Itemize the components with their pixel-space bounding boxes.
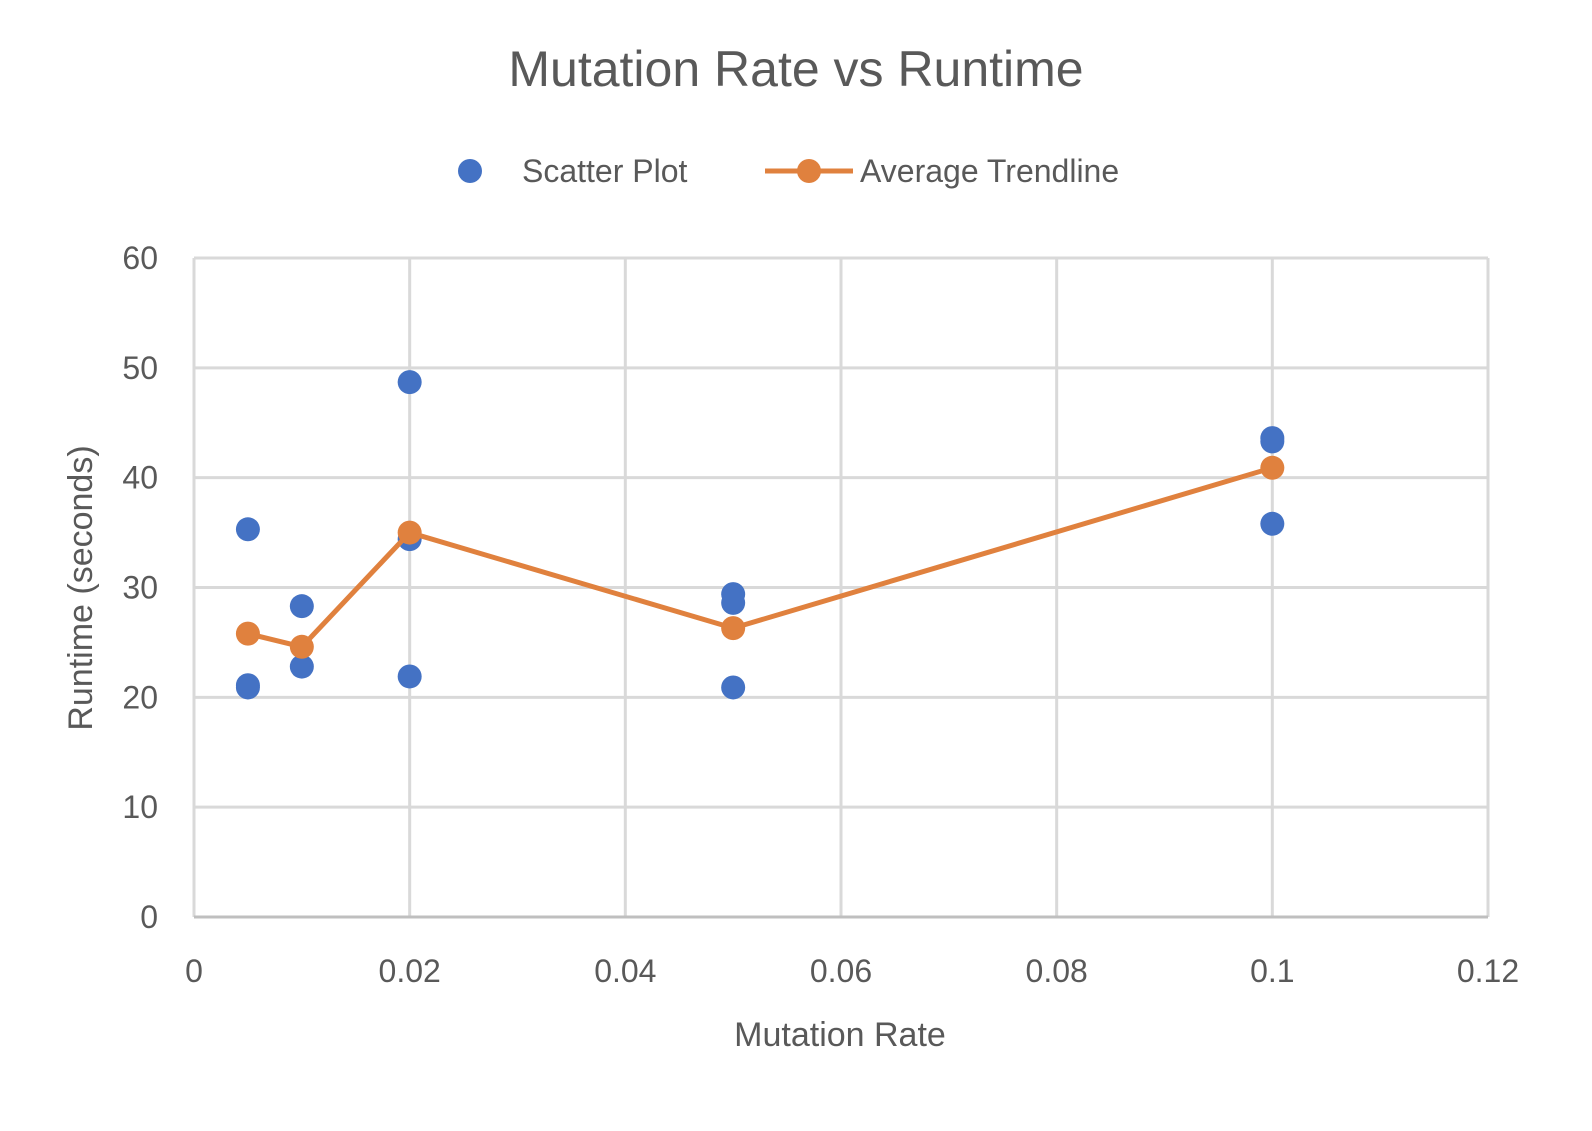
scatter-point [721, 675, 746, 700]
x-axis-label: Mutation Rate [734, 1016, 946, 1054]
scatter-point [235, 517, 260, 542]
y-tick-label: 10 [122, 789, 158, 825]
x-tick-label: 0.02 [379, 953, 441, 989]
scatter-point [397, 370, 422, 395]
scatter-point [235, 675, 260, 700]
trendline-point [397, 520, 422, 545]
trendline-point [721, 616, 746, 641]
axes: 0 0.02 0.04 0.06 0.08 0.1 0.12 0 10 20 30 40 50 60 [122, 240, 1519, 989]
scatter-point [721, 590, 746, 615]
y-tick-label: 20 [122, 679, 158, 715]
x-tick-label: 0.04 [594, 953, 656, 989]
scatter-point [289, 654, 314, 679]
y-tick-label: 0 [140, 899, 158, 935]
scatter-point [1260, 511, 1285, 536]
x-tick-label: 0.08 [1026, 953, 1088, 989]
trendline-point [235, 621, 260, 646]
x-tick-label: 0 [185, 953, 203, 989]
legend-scatter-label: Scatter Plot [522, 153, 688, 189]
trendline-path [247, 465, 1274, 650]
scatter-point [397, 664, 422, 689]
legend: Scatter Plot Average Trendline [458, 153, 1119, 189]
x-tick-label: 0.06 [810, 953, 872, 989]
y-tick-label: 50 [122, 350, 158, 386]
trendline-point [1260, 455, 1285, 480]
x-tick-label: 0.12 [1457, 953, 1519, 989]
scatter-point [1260, 429, 1285, 454]
chart-title: Mutation Rate vs Runtime [508, 41, 1083, 97]
y-tick-label: 40 [122, 460, 158, 496]
plot-area [235, 370, 1285, 700]
grid [192, 256, 1490, 919]
y-tick-label: 30 [122, 570, 158, 606]
legend-scatter-marker [458, 159, 482, 183]
trendline-point [289, 634, 314, 659]
legend-trendline-label: Average Trendline [860, 153, 1119, 189]
scatter-point [289, 594, 314, 619]
x-tick-label: 0.1 [1250, 953, 1294, 989]
legend-trendline-marker [797, 159, 821, 183]
y-tick-label: 60 [122, 240, 158, 276]
y-axis-label: Runtime (seconds) [62, 445, 100, 730]
